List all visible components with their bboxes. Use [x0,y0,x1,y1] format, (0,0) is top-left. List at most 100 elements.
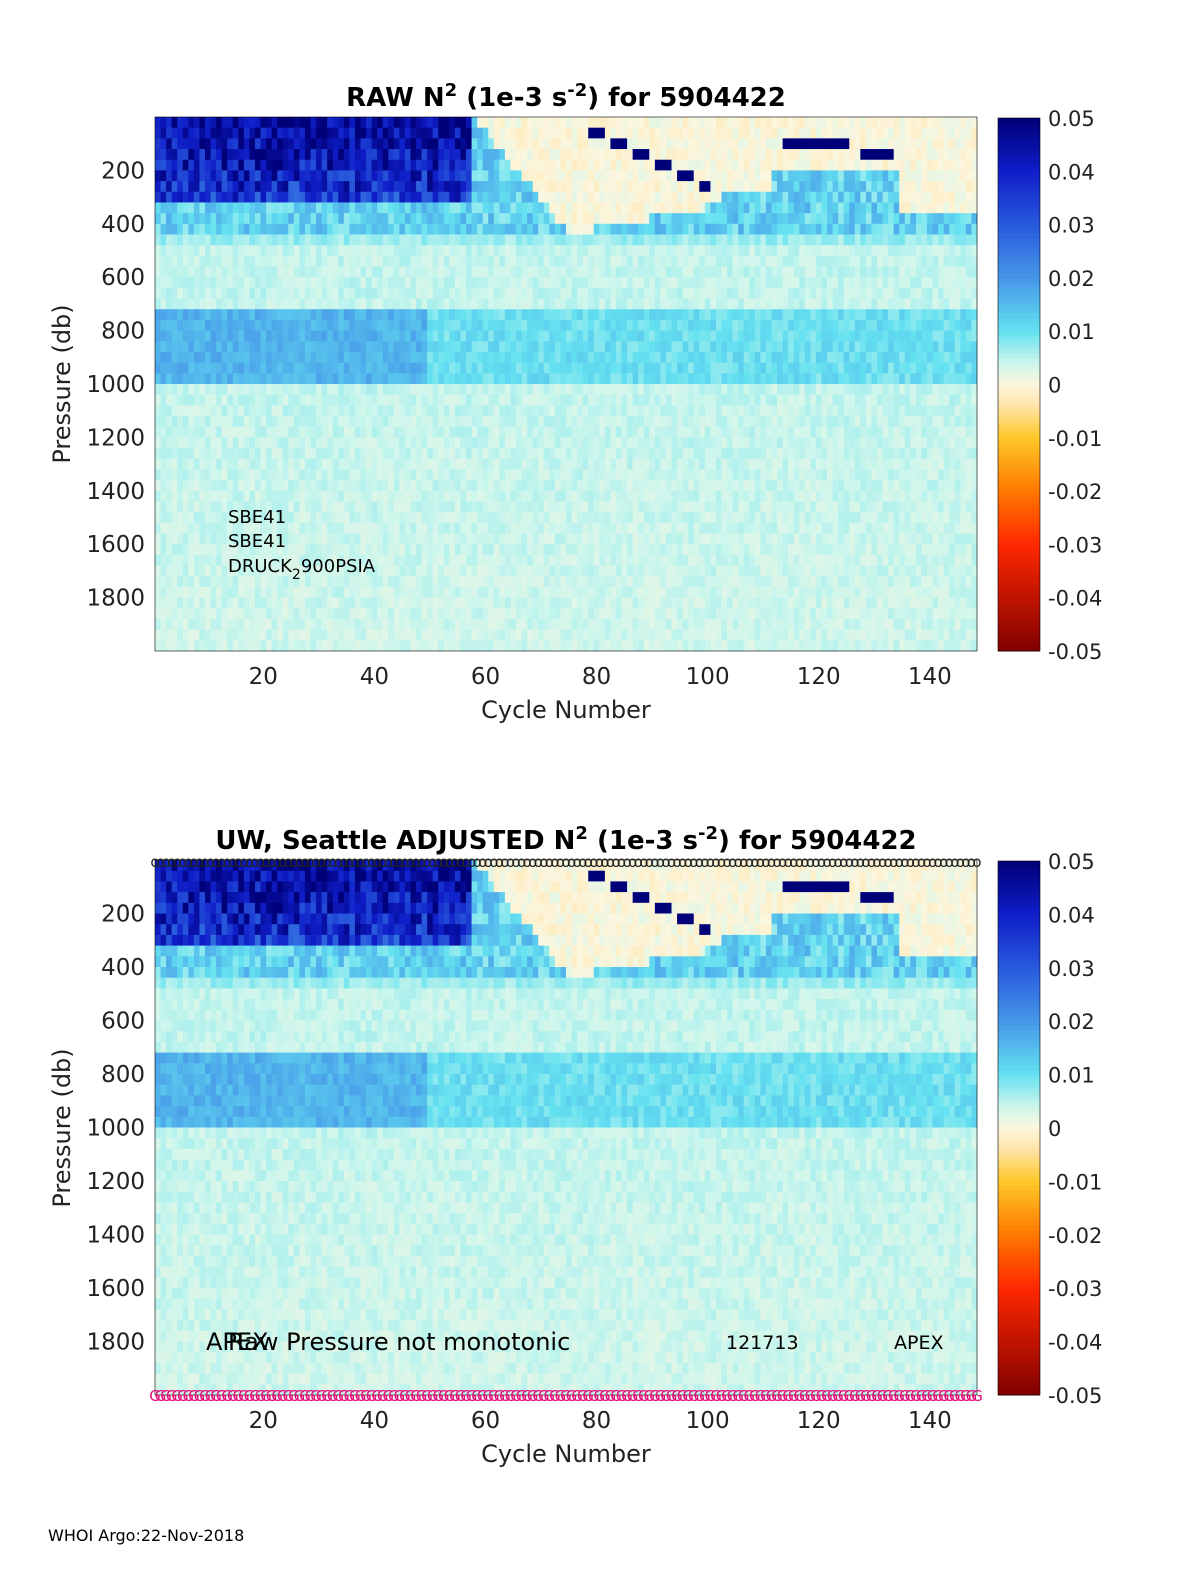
heatmap-cell [416,181,422,193]
heatmap-cell [588,586,595,598]
heatmap-cell [521,159,528,171]
heatmap-cell [432,373,439,385]
heatmap-cell [621,255,628,267]
heatmap-cell [510,223,517,235]
heatmap-cell [177,298,184,310]
heatmap-cell [693,458,700,470]
heatmap-cell [477,127,484,139]
heatmap-cell [538,565,545,577]
heatmap-cell [360,266,367,278]
heatmap-cell [188,576,195,588]
heatmap-cell [532,170,539,182]
heatmap-cell [615,544,622,556]
heatmap-cell [449,319,456,331]
heatmap-cell [504,351,511,364]
heatmap-cell [177,629,184,641]
heatmap-cell [682,512,689,524]
heatmap-cell [577,608,584,620]
heatmap-cell [199,341,206,353]
heatmap-cell [293,586,300,598]
heatmap-cell [615,565,622,577]
heatmap-cell [699,181,706,193]
heatmap-cell [643,458,650,470]
heatmap-cell [665,362,672,374]
heatmap-cell [549,618,556,631]
heatmap-cell [649,501,656,513]
heatmap-cell [660,490,667,502]
heatmap-cell [477,469,484,481]
heatmap-cell [155,341,161,353]
heatmap-cell [538,416,545,428]
heatmap-cell [588,362,595,374]
heatmap-cell [293,501,300,513]
heatmap-cell [310,309,317,321]
heatmap-cell [349,522,356,534]
heatmap-cell [171,309,178,321]
heatmap-cell [538,117,545,129]
heatmap-cell [221,618,228,631]
heatmap-cell [677,437,684,449]
heatmap-cell [482,618,489,631]
heatmap-cell [543,501,550,513]
heatmap-cell [166,138,173,150]
heatmap-cell [204,426,211,438]
heatmap-cell [254,501,261,513]
heatmap-cell [221,608,228,620]
heatmap-cell [399,597,406,609]
heatmap-cell [349,458,356,470]
heatmap-cell [615,501,622,513]
heatmap-cell [699,554,706,566]
heatmap-cell [271,234,278,246]
heatmap-cell [499,565,506,577]
heatmap-cell [254,202,261,214]
heatmap-cell [310,533,317,545]
heatmap-cell [621,554,628,566]
heatmap-cell [260,127,267,139]
heatmap-cell [288,309,295,321]
heatmap-cell [243,181,250,193]
heatmap-cell [649,608,656,620]
heatmap-cell [438,202,445,214]
heatmap-cell [688,618,695,631]
heatmap-cell [354,287,361,299]
heatmap-cell [188,384,195,396]
heatmap-cell [393,405,400,417]
heatmap-cell [371,448,378,460]
heatmap-cell [410,608,417,620]
heatmap-cell [188,394,195,406]
heatmap-cell [588,512,595,524]
heatmap-cell [577,277,584,289]
heatmap-cell [260,287,267,299]
heatmap-cell [693,565,700,577]
heatmap-cell [621,426,628,438]
heatmap-cell [271,341,278,353]
heatmap-cell [543,373,550,385]
heatmap-cell [254,245,261,257]
heatmap-cell [416,362,422,374]
heatmap-cell [310,245,317,257]
heatmap-cell [627,544,634,556]
heatmap-cell [477,341,484,353]
heatmap-cell [177,309,184,321]
heatmap-cell [155,629,161,641]
heatmap-cell [254,181,261,193]
heatmap-cell [471,384,478,396]
heatmap-cell [177,255,184,267]
heatmap-cell [393,522,400,534]
heatmap-cell [293,330,300,342]
heatmap-cell [538,597,545,609]
heatmap-cell [221,373,228,385]
heatmap-cell [227,640,234,652]
heatmap-cell [516,149,522,161]
heatmap-cell [560,373,567,385]
heatmap-cell [388,512,395,524]
heatmap-cell [266,565,273,577]
heatmap-cell [288,330,295,342]
heatmap-cell [627,181,634,193]
heatmap-cell [466,223,472,235]
heatmap-cell [538,384,545,396]
heatmap-cell [560,522,567,534]
heatmap-cell [227,341,234,353]
heatmap-cell [354,213,361,225]
heatmap-cell [510,480,517,492]
